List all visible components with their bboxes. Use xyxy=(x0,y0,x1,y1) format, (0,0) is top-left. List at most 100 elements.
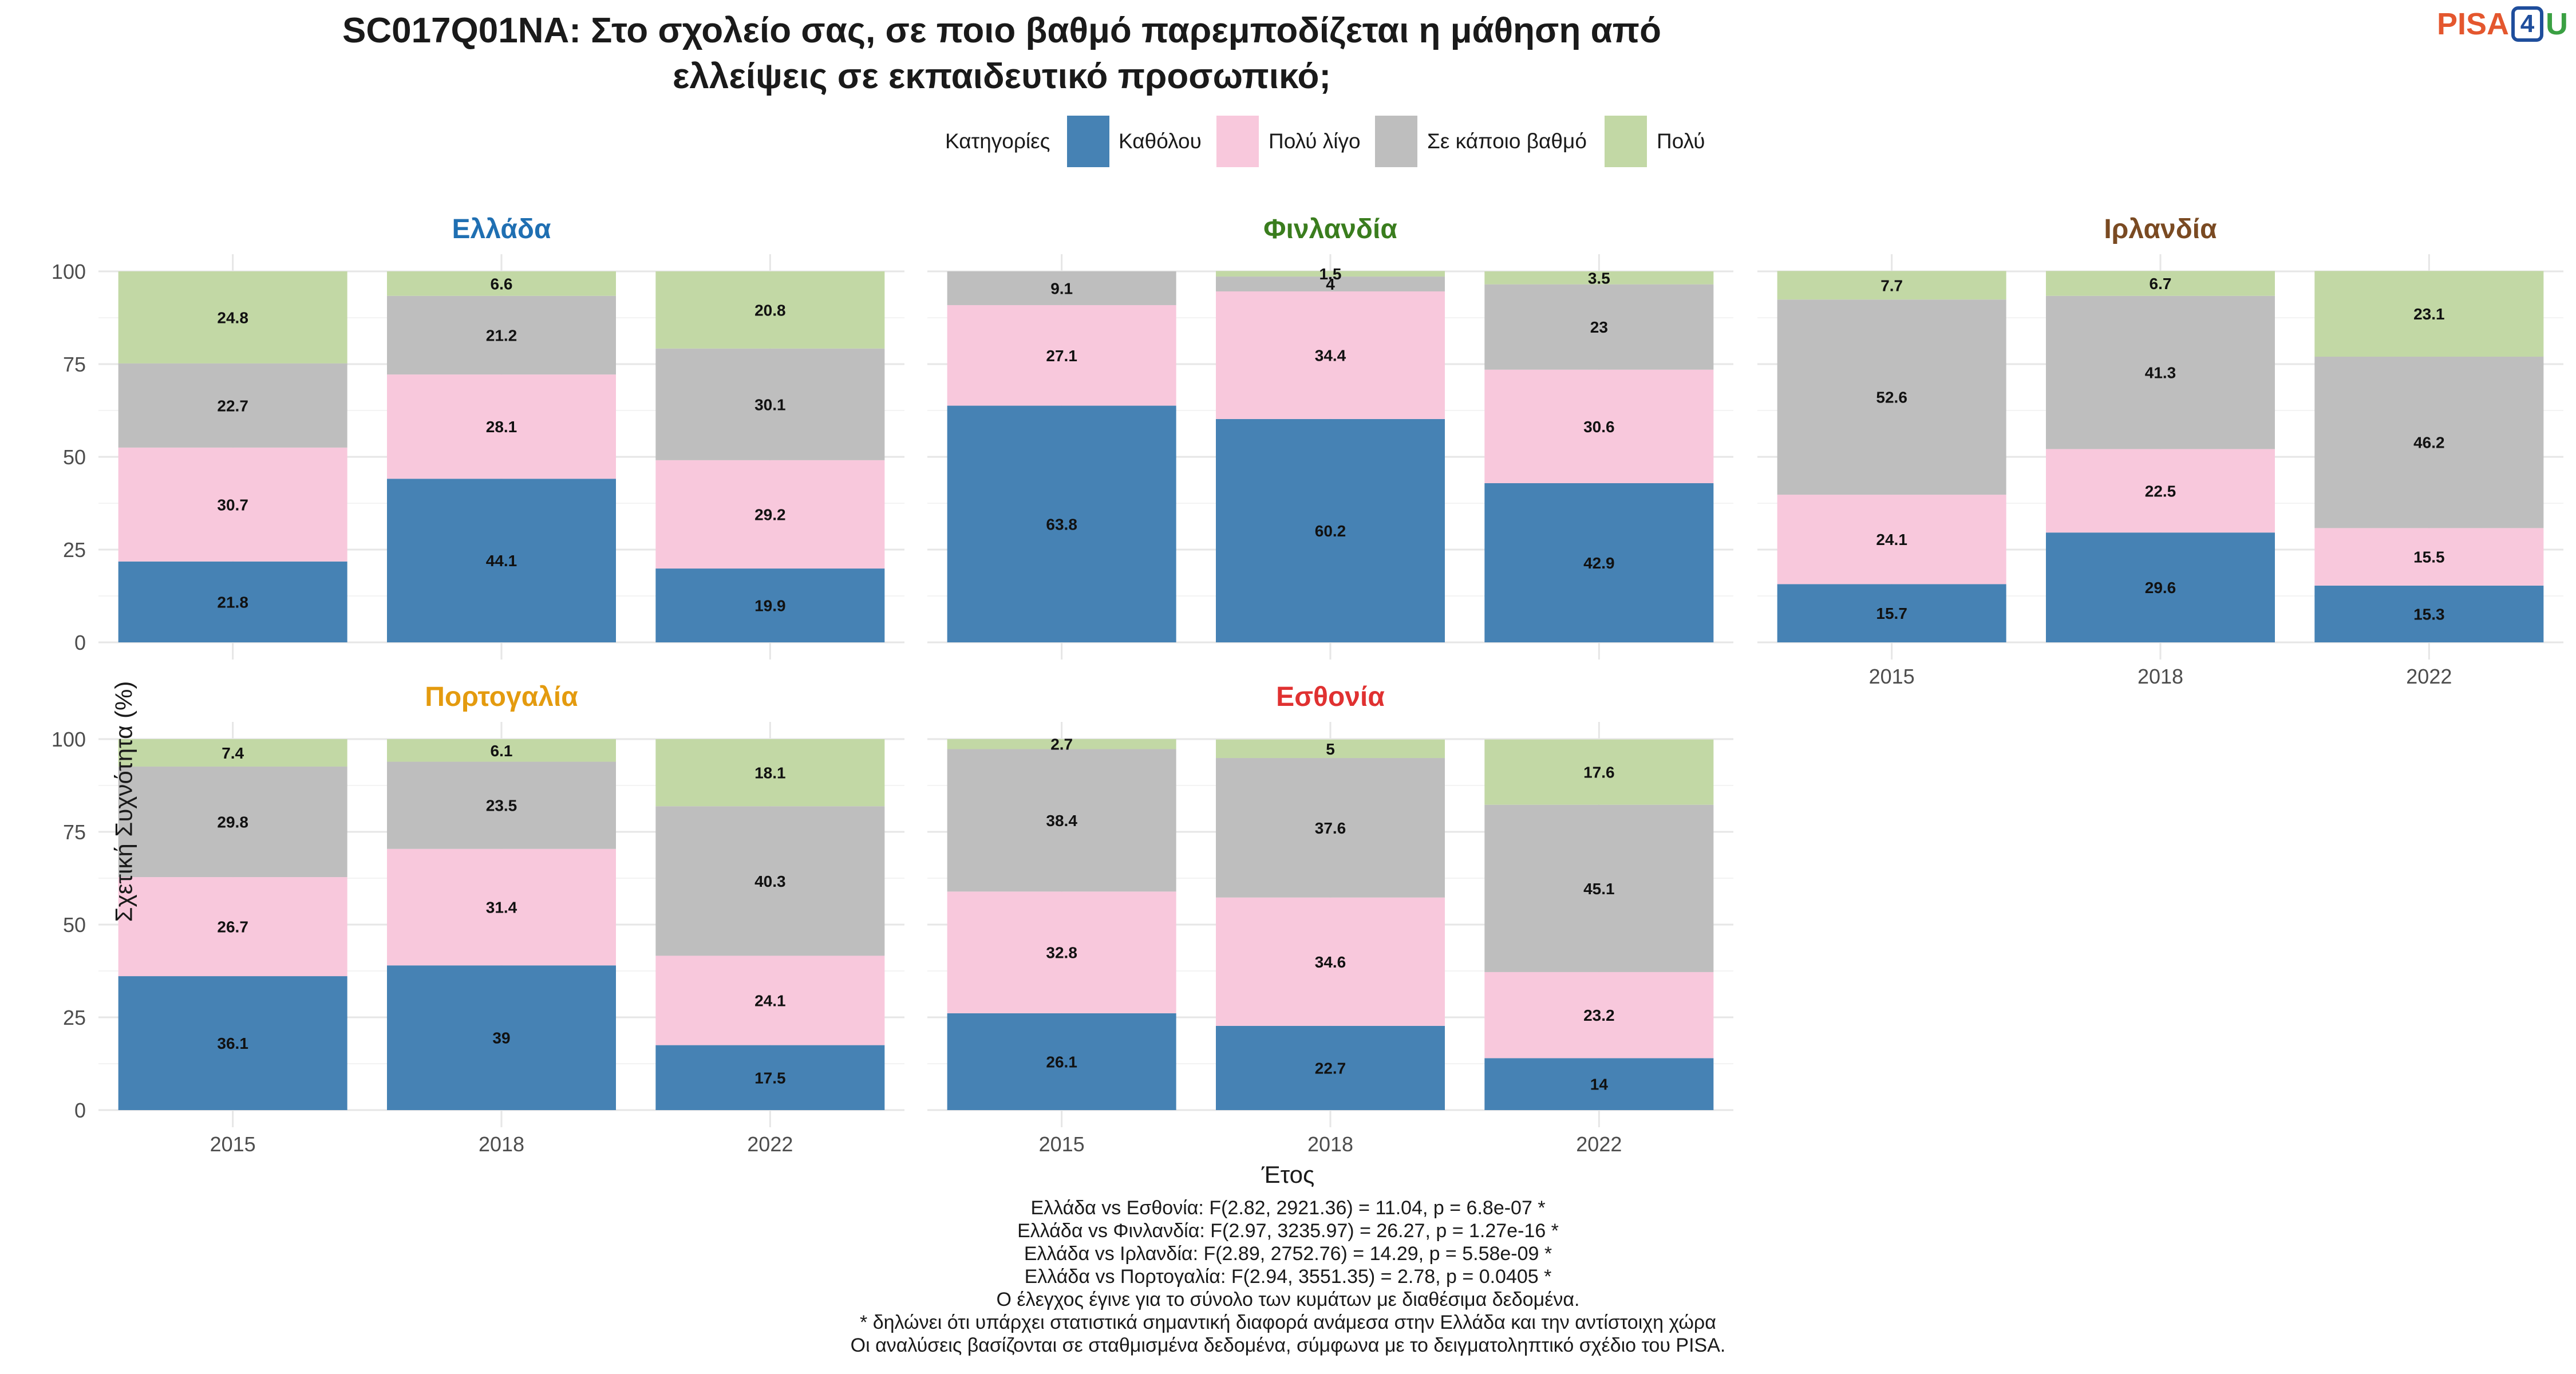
bar-segment-πολύ-λίγο-2018 xyxy=(387,848,616,966)
data-label: 31.4 xyxy=(486,899,517,917)
y-tick-label: 25 xyxy=(63,1006,86,1029)
data-label: 44.1 xyxy=(486,552,517,570)
data-label: 21.8 xyxy=(217,593,248,611)
bar-segment-καθόλου-2022 xyxy=(2314,585,2544,642)
bar-segment-σε-κάποιο-βαθμό-2018 xyxy=(1216,277,1445,291)
bar-segment-πολύ-2018 xyxy=(1216,739,1445,759)
bar-segment-σε-κάποιο-βαθμό-2015 xyxy=(1777,299,2006,495)
legend-title: Κατηγορίες xyxy=(945,129,1050,153)
bar-segment-πολύ-2022 xyxy=(1484,739,1714,805)
note-line: Ελλάδα vs Φινλανδία: F(2.97, 3235.97) = … xyxy=(1017,1220,1559,1242)
data-label: 40.3 xyxy=(754,872,786,890)
bar-segment-πολύ-λίγο-2018 xyxy=(2046,449,2275,533)
bar-segment-σε-κάποιο-βαθμό-2022 xyxy=(1484,284,1714,370)
facet-panel-ιρλανδία: Ιρλανδία 15.7 24.1 52.6 7.7 2015 29.6 22.5 41.3 6… xyxy=(1757,214,2563,688)
bar-segment-σε-κάποιο-βαθμό-2015 xyxy=(947,749,1176,892)
logo-text-pisa: PISA xyxy=(2436,7,2509,41)
y-tick-label: 100 xyxy=(52,260,86,283)
data-label: 23.5 xyxy=(486,797,517,815)
data-label: 20.8 xyxy=(754,301,786,319)
data-label: 34.4 xyxy=(1315,346,1346,364)
bar-segment-πολύ-2022 xyxy=(2314,271,2544,357)
bar-segment-πολύ-2015 xyxy=(1777,271,2006,300)
x-tick-label: 2022 xyxy=(2406,665,2452,688)
data-label: 30.7 xyxy=(217,496,248,514)
legend: Κατηγορίες Καθόλου Πολύ λίγο Σε κάποιο β… xyxy=(0,116,2576,167)
x-tick-label: 2015 xyxy=(210,1132,256,1156)
bar-segment-πολύ-2018 xyxy=(387,739,616,762)
bar-segment-πολύ-λίγο-2022 xyxy=(1484,972,1714,1059)
data-label: 27.1 xyxy=(1046,347,1077,365)
logo-text-u: U xyxy=(2546,7,2568,41)
data-label: 15.7 xyxy=(1876,605,1907,622)
bar-segment-πολύ-λίγο-2022 xyxy=(655,460,885,569)
y-tick-label: 100 xyxy=(52,728,86,751)
bar-segment-πολύ-2018 xyxy=(1216,271,1445,277)
data-label: 5 xyxy=(1326,740,1335,758)
facet-panel-πορτογαλία: Πορτογαλία 0 25 50 75 100 36.1 26.7 29.8 7.4 2015 3… xyxy=(52,682,904,1156)
data-label: 18.1 xyxy=(754,764,786,782)
facet-title-εσθονία: Εσθονία xyxy=(1276,682,1385,712)
data-label: 22.5 xyxy=(2145,482,2176,500)
bar-segment-καθόλου-2022 xyxy=(1484,1058,1714,1110)
data-label: 14 xyxy=(1590,1076,1609,1093)
data-label: 26.1 xyxy=(1046,1053,1077,1071)
data-label: 24.1 xyxy=(754,992,786,1010)
bar-segment-πολύ-2022 xyxy=(655,739,885,807)
data-label: 17.6 xyxy=(1583,764,1615,781)
data-label: 6.7 xyxy=(2150,275,2172,293)
chart-title-line-1: SC017Q01NA: Στο σχολείο σας, σε ποιο βαθ… xyxy=(342,11,1662,50)
data-label: 52.6 xyxy=(1876,389,1907,406)
data-label: 24.8 xyxy=(217,309,248,326)
bar-segment-πολύ-λίγο-2018 xyxy=(1216,897,1445,1026)
bar-segment-καθόλου-2015 xyxy=(947,1013,1176,1110)
data-label: 36.1 xyxy=(217,1035,248,1052)
pisa4u-logo: PISA 4 U xyxy=(2437,6,2568,42)
facet-title-ελλάδα: Ελλάδα xyxy=(452,214,551,244)
x-tick-label: 2018 xyxy=(2138,665,2183,688)
data-label: 29.2 xyxy=(754,506,786,523)
data-label: 29.6 xyxy=(2145,579,2176,597)
x-tick-label: 2022 xyxy=(747,1132,793,1156)
x-axis-label: Έτος xyxy=(1261,1161,1315,1188)
bar-segment-πολύ-λίγο-2018 xyxy=(1216,291,1445,419)
bar-segment-καθόλου-2022 xyxy=(655,568,885,642)
data-label: 60.2 xyxy=(1315,522,1346,540)
y-tick-label: 50 xyxy=(63,445,86,469)
note-line: Οι αναλύσεις βασίζονται σε σταθμισμένα δ… xyxy=(850,1334,1726,1356)
data-label: 29.8 xyxy=(217,814,248,831)
note-line: Ελλάδα vs Εσθονία: F(2.82, 2921.36) = 11… xyxy=(1030,1197,1546,1219)
data-label: 15.3 xyxy=(2413,605,2445,623)
data-label: 3.5 xyxy=(1588,269,1610,287)
bar-segment-πολύ-λίγο-2015 xyxy=(947,305,1176,406)
bar-segment-πολύ-λίγο-2022 xyxy=(2314,528,2544,586)
bar-segment-πολύ-2015 xyxy=(118,739,347,767)
data-label: 45.1 xyxy=(1583,880,1615,898)
data-label: 4 xyxy=(1326,275,1335,293)
chart-title-line-2: ελλείψεις σε εκπαιδευτικό προσωπικό; xyxy=(672,57,1332,96)
data-label: 32.8 xyxy=(1046,944,1077,962)
data-label: 2.7 xyxy=(1050,736,1073,753)
legend-swatch-a-lot xyxy=(1605,116,1647,167)
bar-segment-πολύ-2015 xyxy=(947,739,1176,749)
bar-segment-σε-κάποιο-βαθμό-2018 xyxy=(1216,758,1445,898)
bar-segment-πολύ-λίγο-2015 xyxy=(947,891,1176,1013)
bar-segment-πολύ-2022 xyxy=(655,271,885,349)
facet-title-πορτογαλία: Πορτογαλία xyxy=(425,682,578,712)
data-label: 6.1 xyxy=(491,742,513,760)
bar-segment-καθόλου-2018 xyxy=(387,479,616,642)
legend-label-to-some-extent: Σε κάποιο βαθμό xyxy=(1427,129,1587,153)
facet-panel-εσθονία: Εσθονία 26.1 32.8 38.4 2.7 2015 22.7 34.6 37.6 5 2… xyxy=(927,682,1733,1156)
facet-title-φινλανδία: Φινλανδία xyxy=(1263,214,1397,244)
bar-segment-σε-κάποιο-βαθμό-2022 xyxy=(2314,357,2544,528)
legend-label-a-lot: Πολύ xyxy=(1657,129,1705,153)
bar-segment-πολύ-λίγο-2022 xyxy=(655,956,885,1045)
bar-segment-σε-κάποιο-βαθμό-2015 xyxy=(118,766,347,878)
facet-panel-ελλάδα: Ελλάδα 0 25 50 75 100 21.8 30.7 22.7 24.8 44.1 28.1… xyxy=(52,214,904,660)
data-label: 38.4 xyxy=(1046,812,1077,830)
legend-swatch-to-some-extent xyxy=(1375,116,1417,167)
y-tick-label: 0 xyxy=(74,1099,86,1122)
bar-segment-πολύ-2015 xyxy=(118,271,347,364)
data-label: 37.6 xyxy=(1315,819,1346,837)
